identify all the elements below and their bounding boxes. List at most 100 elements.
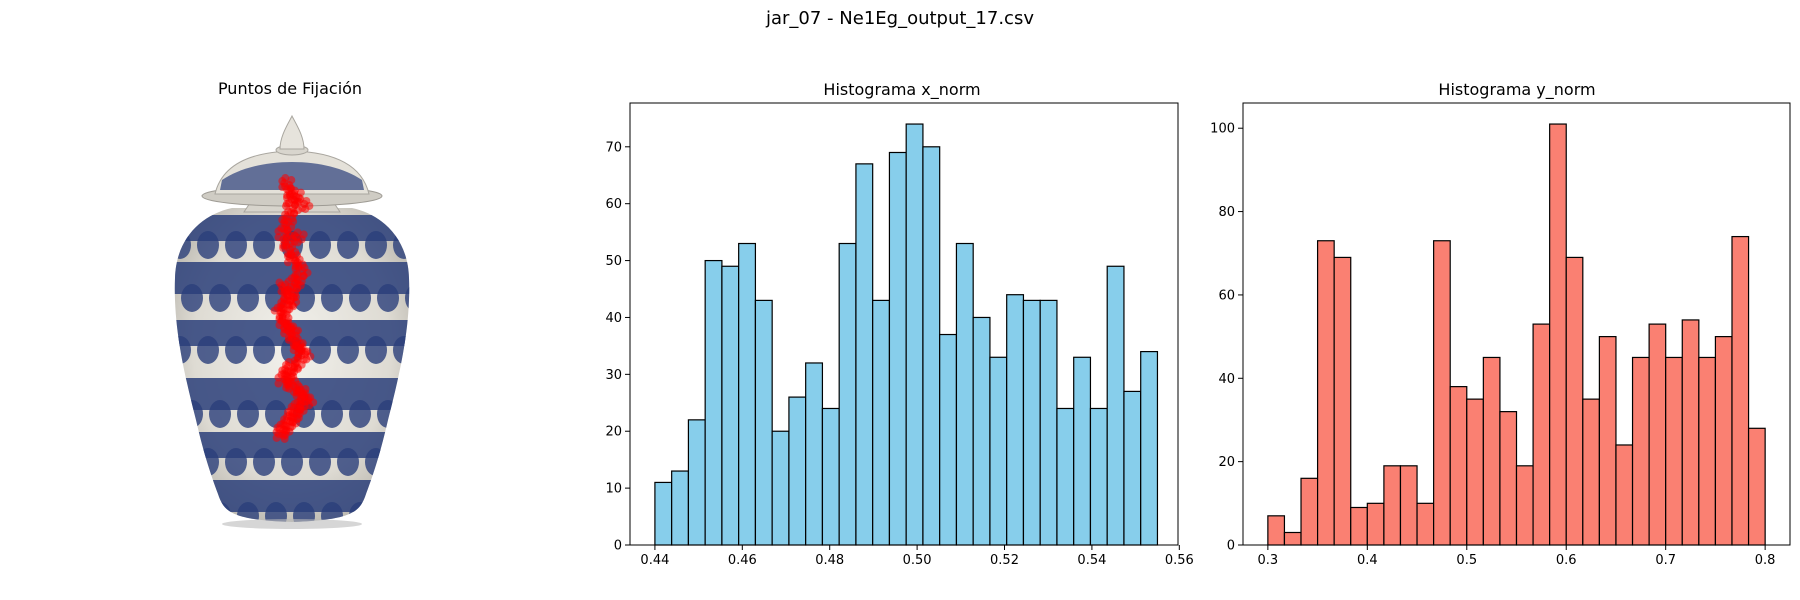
histogram-bar [1283,531,1302,546]
fixation-point [283,291,292,300]
x-tick-label: 0.7 [1655,553,1676,568]
glaze-drip [237,400,259,428]
fixation-point [277,224,286,233]
histogram-bar [805,362,824,546]
jar-lid-band [220,162,364,190]
histogram-y-title: Histograma y_norm [1438,80,1595,100]
fixation-point [284,258,292,267]
histogram-y-norm: Histograma y_norm 0.3 0.4 0.5 0.6 0.7 0.8 0 20 4… [1210,80,1791,568]
x-tick-label: 0.44 [640,553,669,568]
x-tick-label: 0.8 [1755,553,1776,568]
fixation-point [287,274,296,283]
histogram-bar [905,123,924,546]
x-tick-label: 0.56 [1165,553,1194,568]
glaze-drip [237,284,259,312]
x-tick-label: 0.54 [1077,553,1106,568]
fixation-point [277,370,286,379]
histogram-bar [939,333,958,546]
histogram-bar [1681,319,1700,546]
histogram-bar [821,407,840,546]
fixation-points [270,174,318,443]
histogram-bar [738,242,757,546]
y-tick-label: 40 [1218,372,1235,387]
histogram-bar [754,299,773,546]
glaze-drip [181,502,203,522]
histogram-bar [671,470,690,546]
glaze-drip [405,284,410,312]
fixation-point [296,395,305,404]
jar-image [174,114,410,529]
fixation-point [289,253,298,262]
y-tick-label: 50 [605,254,622,269]
glaze-drip [393,336,410,364]
histogram-bar [838,242,857,546]
histogram-bar [1267,515,1286,546]
fixation-point [282,232,291,241]
histogram-bar [1106,265,1125,546]
fixation-point [281,174,290,183]
fixation-panel-title: Puntos de Fijación [218,79,362,98]
y-tick-label: 60 [1218,288,1235,303]
fixation-point [274,379,283,388]
fixation-point [287,378,296,387]
glaze-drip [349,284,371,312]
figure-title: jar_07 - Ne1Eg_output_17.csv [766,8,1034,29]
histogram-bar [872,299,891,546]
y-tick-label: 30 [605,368,622,383]
fixation-point [281,182,290,191]
glaze-drip [281,448,303,476]
x-tick-label: 0.48 [815,553,844,568]
glaze-drip [174,336,191,364]
glaze-drip [225,448,247,476]
glaze-drip [209,400,231,428]
histogram-bar [1698,356,1717,546]
histogram-bar [1416,502,1435,546]
glaze-drip [321,284,343,312]
y-tick-label: 80 [1218,205,1235,220]
histogram-bar [922,146,941,546]
glaze-drip [253,448,275,476]
histogram-bar [1482,356,1501,546]
histogram-bar [687,419,706,546]
glaze-drip [377,400,399,428]
glaze-drip [174,231,191,259]
histogram-bar [1631,356,1650,546]
fixation-point [284,207,293,216]
histogram-bar [654,481,673,546]
histogram-bar [1515,465,1534,546]
histogram-bar [1316,240,1335,546]
glaze-drip [197,231,219,259]
y-tick-label: 20 [605,425,622,440]
glaze-drip [377,284,399,312]
jar-finial [279,114,305,150]
histogram-bar [1582,398,1600,546]
glaze-drip [181,284,203,312]
histogram-bar [1747,427,1766,546]
y-tick-label: 100 [1210,122,1235,137]
fixation-point [294,261,303,270]
histogram-bar [1565,256,1584,546]
histogram-bar [1300,477,1319,546]
fixation-point [275,278,284,287]
fixation-point [296,194,305,203]
fixation-point [284,362,293,371]
fixation-point [289,403,298,412]
fixation-point [293,353,302,362]
fixation-point [306,352,315,361]
glaze-drip [197,336,219,364]
histogram-bar [955,242,974,546]
glaze-drip [265,502,287,522]
y-tick-label: 10 [605,482,622,497]
x-tick-label: 0.6 [1556,553,1577,568]
glaze-drip [309,231,331,259]
fixation-point [297,345,306,354]
glaze-drip [253,336,275,364]
glaze-drip [365,448,387,476]
fixation-point [282,416,291,425]
fixation-point [273,303,282,312]
glaze-drip [405,502,410,522]
glaze-drip [337,448,359,476]
histogram-bar [1731,235,1750,546]
fixation-point [309,398,318,407]
histogram-x-norm: Histograma x_norm 0.44 0.46 0.48 0.50 0.52 0.… [605,80,1193,568]
